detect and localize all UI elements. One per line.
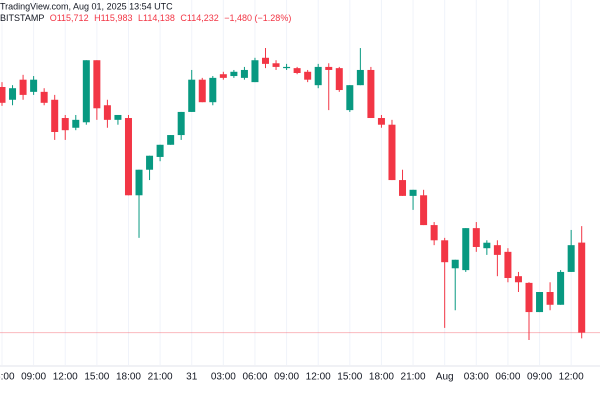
candle-body: [156, 144, 164, 157]
candle-body: [430, 225, 438, 241]
candle-body: [304, 71, 312, 80]
candle-body: [103, 105, 111, 120]
x-tick-label: 09:00: [527, 372, 552, 383]
candle-body: [472, 228, 480, 247]
candle-body: [219, 74, 227, 78]
close-label: C114,232: [180, 13, 218, 23]
candle-body: [51, 99, 59, 133]
x-tick-label: 06:00: [495, 372, 520, 383]
x-tick-label: Aug: [436, 372, 454, 383]
candle-body: [177, 111, 185, 136]
candle-body: [546, 292, 554, 305]
high-label: H115,983: [94, 13, 132, 23]
x-tick-label: 21:00: [148, 372, 173, 383]
candle-body: [93, 60, 101, 109]
candle-body: [493, 245, 501, 255]
candle-body: [114, 114, 122, 120]
x-tick-label: 03:00: [464, 372, 489, 383]
candle-body: [356, 69, 364, 86]
x-tick-label: 09:00: [274, 372, 299, 383]
candle-body: [388, 124, 396, 181]
candle-body: [399, 180, 407, 196]
candle-body: [230, 71, 238, 77]
candle-body: [504, 251, 512, 279]
change-label: −1,480 (−1.28%): [224, 13, 291, 23]
candle-body: [377, 118, 385, 125]
low-label: L114,138: [138, 13, 175, 23]
x-tick-label: 12:00: [559, 372, 584, 383]
candle-body: [557, 271, 565, 305]
candle-body: [19, 79, 27, 95]
candle-body: [483, 242, 491, 249]
candle-body: [578, 242, 586, 333]
candle-body: [188, 79, 196, 112]
source-label: TradingView.com, Aug 01, 2025 13:54 UTC: [0, 1, 173, 11]
x-tick-label: 18:00: [369, 372, 394, 383]
candle-body: [462, 228, 470, 271]
candle-body: [135, 169, 143, 196]
candle-body: [251, 60, 259, 83]
candle-body: [293, 68, 301, 73]
candle-body: [536, 292, 544, 313]
candle-body: [240, 69, 248, 78]
candle-body: [314, 66, 322, 86]
x-tick-label: 15:00: [84, 372, 109, 383]
candle-body: [441, 240, 449, 263]
candle-body: [335, 68, 343, 91]
x-tick-label: 09:00: [21, 372, 46, 383]
x-tick-label: 31: [186, 372, 198, 383]
x-tick-label: 21:00: [401, 372, 426, 383]
candle-body: [167, 135, 175, 145]
candle-body: [420, 195, 428, 226]
candle-body: [283, 66, 291, 69]
x-tick-label: 03:00: [211, 372, 236, 383]
candle-body: [525, 282, 533, 313]
x-tick-label: 06:00: [0, 372, 15, 383]
candle-body: [82, 60, 90, 123]
candle-body: [40, 91, 48, 103]
symbol: BITSTAMP: [0, 13, 44, 23]
x-tick-label: 12:00: [53, 372, 78, 383]
candle-body: [567, 245, 575, 272]
candle-body: [209, 77, 217, 103]
candle-body: [146, 155, 154, 170]
candle-body: [9, 88, 17, 100]
x-tick-label: 06:00: [242, 372, 267, 383]
x-tick-label: 15:00: [337, 372, 362, 383]
candle-body: [409, 189, 417, 196]
x-tick-label: 18:00: [116, 372, 141, 383]
candle-body: [0, 86, 6, 103]
candle-body: [325, 66, 333, 70]
candle-body: [367, 69, 375, 119]
open-label: O115,712: [50, 13, 89, 23]
candle-body: [262, 57, 269, 64]
candle-body: [346, 85, 354, 111]
candle-body: [72, 119, 80, 128]
legend: BITSTAMP O115,712 H115,983 L114,138 C114…: [0, 13, 291, 23]
candle-body: [61, 118, 69, 131]
candle-body: [451, 259, 459, 269]
candle-body: [124, 118, 132, 196]
candle-body: [30, 79, 38, 92]
grid: [1, 0, 572, 365]
x-tick-label: 12:00: [306, 372, 331, 383]
candle-body: [514, 276, 522, 283]
candle-body: [198, 79, 206, 103]
candle-body: [272, 63, 280, 67]
